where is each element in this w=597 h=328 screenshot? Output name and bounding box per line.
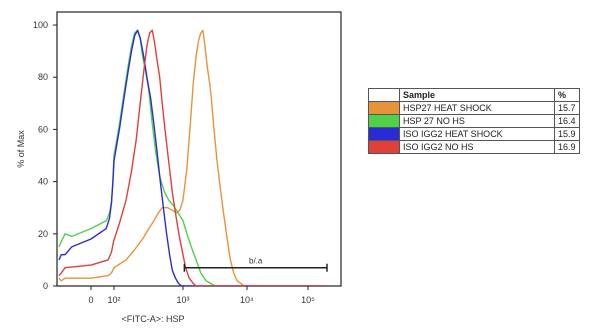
y-tick-label: 40 [38,177,48,187]
gate-label: b/.a [249,257,263,266]
legend-percent: 15.9 [554,127,580,141]
legend-swatch [369,141,399,153]
legend-row: ISO IGG2 NO HS 16.9 [368,140,580,154]
x-tick-label: 10⁴ [240,295,254,305]
legend-percent: 16.9 [554,140,580,154]
x-tick-label: 10³ [176,295,189,305]
x-tick-label: 0 [88,295,93,305]
legend-table: Sample % HSP27 HEAT SHOCK 15.7 HSP 27 NO… [368,88,580,154]
legend-swatch [369,115,399,127]
series-line [58,29,327,286]
legend-percent: 16.4 [554,114,580,128]
series-line [58,29,327,286]
legend-sample-name: ISO IGG2 NO HS [399,140,555,154]
legend-swatch [369,102,399,114]
plot-frame [56,11,342,287]
y-tick-label: 0 [43,281,48,291]
x-axis-title: <FITC-A>: HSP [121,314,184,324]
legend-sample-name: HSP 27 NO HS [399,114,555,128]
legend-swatch [369,128,399,140]
legend-header-percent: % [554,88,580,102]
legend-row: ISO IGG2 HEAT SHOCK 15.9 [368,127,580,141]
y-tick-label: 20 [38,229,48,239]
x-tick-label: 10⁵ [301,295,315,305]
legend-percent: 15.7 [554,101,580,115]
series-line [58,29,327,286]
series-line [58,29,327,286]
y-tick-label: 60 [38,124,48,134]
legend-row: HSP 27 NO HS 16.4 [368,114,580,128]
plot-area: 0 20 40 60 80 100 0 10² 10³ 10⁴ 10⁵ <FITC-A>: HSP % … [16,11,342,324]
legend-sample-name: HSP27 HEAT SHOCK [399,101,555,115]
x-tick-label: 10² [107,295,120,305]
y-tick-label: 100 [33,20,48,30]
legend-header-row: Sample % [368,88,580,102]
legend-sample-name: ISO IGG2 HEAT SHOCK [399,127,555,141]
legend-row: HSP27 HEAT SHOCK 15.7 [368,101,580,115]
y-tick-label: 80 [38,72,48,82]
legend-header-swatch [368,88,400,102]
legend-header-sample: Sample [399,88,555,102]
y-axis-title: % of Max [16,130,26,168]
